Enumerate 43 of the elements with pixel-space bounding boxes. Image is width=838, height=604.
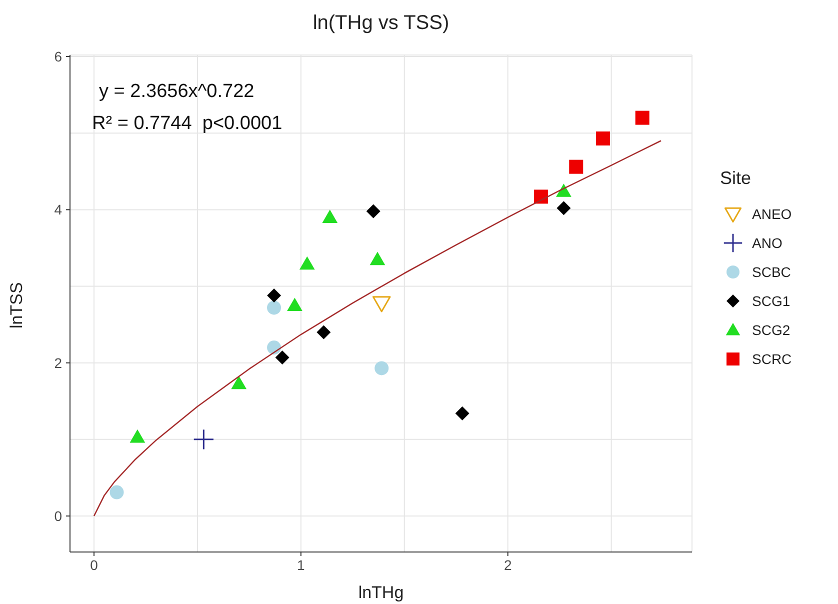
legend-title: Site <box>720 168 752 189</box>
point <box>267 288 282 302</box>
point <box>275 350 290 364</box>
legend-label: SCRC <box>752 350 792 366</box>
point <box>374 361 389 376</box>
point <box>316 325 331 340</box>
point <box>556 184 572 197</box>
point <box>635 110 650 125</box>
point <box>299 256 315 270</box>
legend-label: ANEO <box>752 206 792 222</box>
point <box>287 298 302 312</box>
point <box>322 210 338 223</box>
y-axis-title: lnTSS <box>7 282 26 328</box>
point <box>556 201 571 216</box>
legend-label: ANO <box>752 234 782 250</box>
point <box>267 300 282 315</box>
legend-label: SCBC <box>752 264 791 280</box>
point <box>596 131 610 146</box>
point <box>372 296 391 312</box>
point <box>370 252 386 266</box>
point <box>366 204 380 218</box>
point <box>267 340 282 355</box>
point <box>231 376 247 390</box>
x-tick-label: 0 <box>90 557 98 573</box>
y-tick-label: 2 <box>54 354 62 371</box>
point <box>534 190 548 204</box>
chart-title: ln(THg vs TSS) <box>312 12 450 35</box>
point <box>569 160 584 174</box>
point <box>110 485 124 500</box>
y-tick-label: 6 <box>54 48 62 65</box>
legend-label: SCG2 <box>752 322 790 338</box>
point <box>455 406 470 420</box>
x-tick-label: 2 <box>504 557 512 573</box>
point <box>130 429 146 443</box>
legend-label: SCG1 <box>752 292 790 308</box>
line-series <box>93 140 662 517</box>
y-tick-label: 0 <box>54 508 62 524</box>
point <box>193 428 214 450</box>
annotation: R² = 0.7744 p<0.0001 <box>92 113 282 135</box>
y-tick-label: 4 <box>54 202 62 218</box>
annotation: y = 2.3656x^0.722 <box>99 81 254 103</box>
x-axis-title: lnTHg <box>358 583 404 602</box>
x-tick-label: 1 <box>297 557 306 573</box>
